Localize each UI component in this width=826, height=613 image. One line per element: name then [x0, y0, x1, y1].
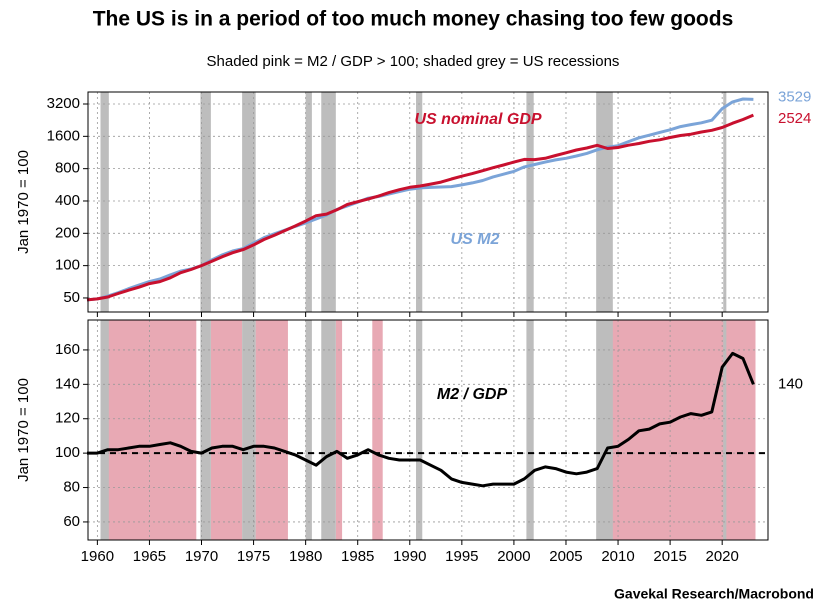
shade-band	[335, 320, 343, 540]
y-tick-label: 400	[55, 192, 80, 209]
y-tick-label: 120	[55, 410, 80, 427]
y-axis-label: Jan 1970 = 100	[15, 150, 32, 254]
y-axis-label: Jan 1970 = 100	[15, 378, 32, 482]
x-tick-label: 2015	[653, 548, 686, 565]
shade-band	[723, 92, 727, 312]
x-tick-label: 1970	[185, 548, 218, 565]
shade-band	[596, 320, 613, 540]
line	[87, 351, 755, 488]
shade-band	[242, 92, 256, 312]
x-tick-label: 1960	[81, 548, 114, 565]
shade-band	[255, 320, 288, 540]
x-tick-label: 1980	[289, 548, 322, 565]
x-tick-label: 1975	[237, 548, 270, 565]
end-label: 2524	[778, 110, 811, 127]
shade-band	[723, 320, 727, 540]
shade-band	[210, 320, 243, 540]
shade-band	[242, 320, 256, 540]
end-label: 3529	[778, 88, 811, 105]
x-tick-label: 2010	[601, 548, 634, 565]
shade-band	[416, 92, 423, 312]
shade-band	[305, 92, 312, 312]
x-tick-label: 1965	[133, 548, 166, 565]
y-tick-label: 50	[63, 289, 80, 306]
x-tick-label: 2000	[497, 548, 530, 565]
series-annotation: M2 / GDP	[437, 386, 508, 403]
chart-title: The US is in a period of too much money …	[93, 8, 734, 31]
x-tick-label: 2005	[549, 548, 582, 565]
shade-band	[526, 92, 534, 312]
shade-band	[321, 92, 336, 312]
shade-band	[100, 92, 109, 312]
chart-subtitle: Shaded pink = M2 / GDP > 100; shaded gre…	[207, 53, 620, 70]
y-tick-label: 80	[63, 479, 80, 496]
y-tick-label: 60	[63, 513, 80, 530]
series-annotation: US M2	[451, 231, 500, 248]
x-tick-label: 1995	[445, 548, 478, 565]
x-tick-label: 1985	[341, 548, 374, 565]
x-tick-label: 1990	[393, 548, 426, 565]
y-tick-label: 140	[55, 375, 80, 392]
shade-band	[372, 320, 383, 540]
shade-band	[526, 320, 534, 540]
y-tick-label: 100	[55, 444, 80, 461]
shade-band	[321, 320, 336, 540]
line	[86, 113, 754, 302]
end-label: 140	[778, 375, 803, 392]
y-tick-label: 3200	[47, 95, 80, 112]
source: Gavekal Research/Macrobond	[614, 586, 814, 602]
y-tick-label: 1600	[47, 127, 80, 144]
y-tick-label: 800	[55, 160, 80, 177]
shade-band	[416, 320, 423, 540]
shade-band	[200, 92, 211, 312]
y-tick-label: 200	[55, 224, 80, 241]
x-tick-label: 2020	[705, 548, 738, 565]
series-annotation: US nominal GDP	[414, 111, 541, 128]
shade-band	[200, 320, 211, 540]
shade-band	[305, 320, 312, 540]
y-tick-label: 100	[55, 257, 80, 274]
plot-frame	[87, 319, 769, 541]
plot-frame	[87, 91, 769, 313]
y-tick-label: 160	[55, 341, 80, 358]
shade-band	[596, 92, 613, 312]
shade-band	[100, 320, 109, 540]
shade-band	[103, 320, 197, 540]
